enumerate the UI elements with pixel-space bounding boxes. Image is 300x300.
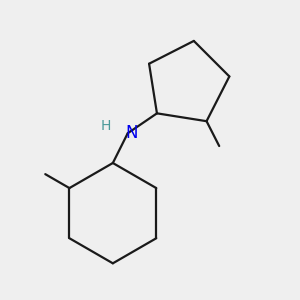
Text: H: H: [100, 119, 111, 133]
Text: N: N: [125, 124, 138, 142]
